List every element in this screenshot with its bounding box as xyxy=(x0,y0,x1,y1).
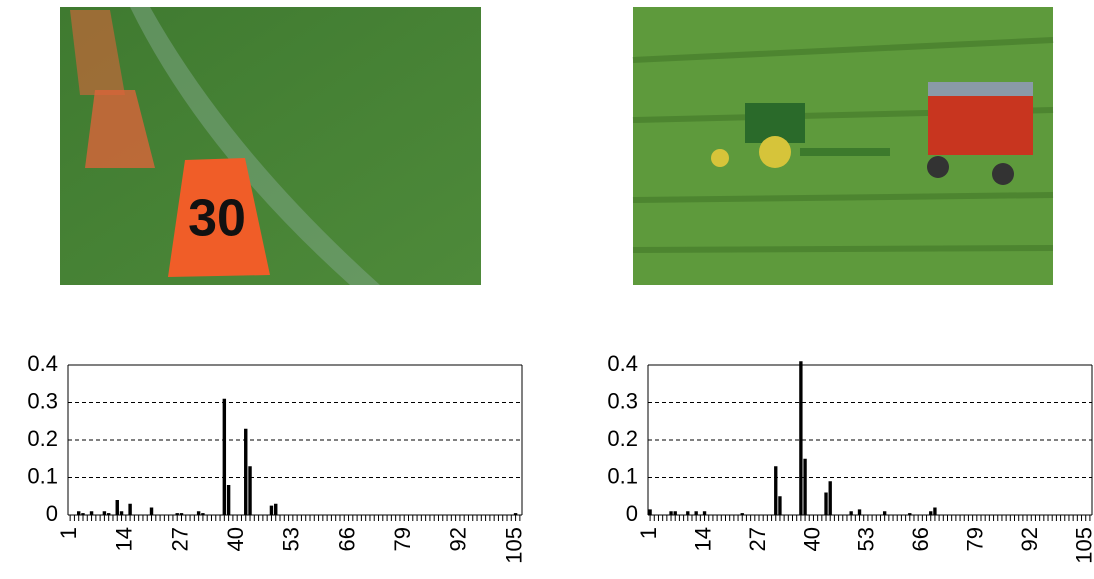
bar xyxy=(829,481,832,515)
bar xyxy=(81,513,84,515)
x-tick-label: 1 xyxy=(636,527,661,539)
bar xyxy=(270,506,273,515)
bar xyxy=(703,511,706,515)
bar xyxy=(858,509,861,515)
x-tick-label: 105 xyxy=(1072,527,1094,564)
bar xyxy=(778,496,781,515)
y-tick-label: 0.4 xyxy=(607,351,638,376)
bar xyxy=(774,466,777,515)
bar xyxy=(669,511,672,515)
bar xyxy=(128,504,131,515)
x-tick-label: 66 xyxy=(908,527,933,551)
photo-cones: 30 xyxy=(60,7,481,285)
x-tick-label: 66 xyxy=(334,527,359,551)
y-tick-label: 0.2 xyxy=(607,426,638,451)
bar xyxy=(223,399,226,515)
bar xyxy=(741,513,744,515)
x-tick-label: 14 xyxy=(112,527,137,551)
bar xyxy=(824,493,827,516)
bar xyxy=(929,511,932,515)
bar xyxy=(176,513,179,515)
x-tick-label: 105 xyxy=(501,527,526,564)
bar xyxy=(799,361,802,515)
photo-tractor xyxy=(633,7,1053,285)
bar xyxy=(150,508,153,516)
cone-number: 30 xyxy=(188,190,246,248)
x-tick-label: 14 xyxy=(690,527,715,551)
bar xyxy=(694,511,697,515)
y-tick-label: 0.2 xyxy=(27,426,58,451)
x-tick-label: 40 xyxy=(223,527,248,551)
y-tick-label: 0.1 xyxy=(27,463,58,488)
bar xyxy=(248,466,251,515)
bar xyxy=(686,511,689,515)
bar xyxy=(120,511,123,515)
y-tick-label: 0 xyxy=(46,501,58,526)
bar xyxy=(514,513,517,515)
x-tick-label: 53 xyxy=(854,527,879,551)
y-tick-label: 0.3 xyxy=(27,388,58,413)
bar xyxy=(648,509,651,515)
y-tick-label: 0 xyxy=(626,501,638,526)
bar xyxy=(90,511,93,515)
x-tick-label: 79 xyxy=(963,527,988,551)
x-tick-label: 92 xyxy=(446,527,471,551)
bar xyxy=(933,508,936,516)
bar xyxy=(883,511,886,515)
bar xyxy=(803,459,806,515)
x-tick-label: 27 xyxy=(167,527,192,551)
x-tick-label: 79 xyxy=(390,527,415,551)
bar xyxy=(103,511,106,515)
bar xyxy=(197,511,200,515)
y-tick-label: 0.4 xyxy=(27,351,58,376)
bar xyxy=(849,511,852,515)
bar xyxy=(180,513,183,515)
bar xyxy=(674,511,677,515)
bar xyxy=(227,485,230,515)
bar xyxy=(77,511,80,515)
bar xyxy=(201,513,204,515)
figure: 30 0 0.1 0.2 0.3 0.4 1 14 27 40 53 66 79 92 105 0 0.1 0.… xyxy=(0,0,1094,579)
x-tick-label: 53 xyxy=(279,527,304,551)
x-tick-label: 1 xyxy=(56,527,81,539)
bar xyxy=(107,513,110,515)
bar xyxy=(116,500,119,515)
bar xyxy=(908,513,911,515)
x-tick-label: 27 xyxy=(745,527,770,551)
bar xyxy=(244,429,247,515)
bar xyxy=(274,504,277,515)
y-tick-label: 0.3 xyxy=(607,388,638,413)
x-tick-label: 92 xyxy=(1017,527,1042,551)
x-tick-label: 40 xyxy=(799,527,824,551)
y-tick-label: 0.1 xyxy=(607,463,638,488)
